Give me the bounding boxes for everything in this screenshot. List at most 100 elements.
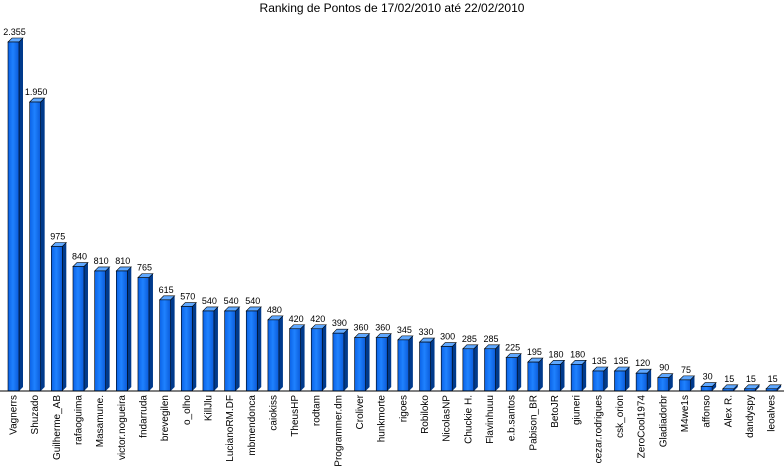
chart-title: Ranking de Pontos de 17/02/2010 até 22/0…: [259, 1, 525, 15]
bar: [375, 333, 392, 392]
bar-side: [603, 366, 608, 391]
bar-front: [202, 310, 215, 392]
category-label: fndarruda: [138, 395, 149, 438]
bar-front: [657, 377, 670, 392]
data-label: 15: [768, 374, 778, 384]
bar: [635, 368, 652, 392]
bar-side: [213, 306, 218, 391]
bar-side: [365, 333, 370, 391]
data-label: 180: [570, 349, 585, 359]
category-label: Chuckie H.: [463, 395, 474, 444]
bar-front: [7, 41, 20, 392]
bar-front: [527, 361, 540, 392]
bar-side: [257, 306, 262, 391]
bar: [592, 366, 609, 392]
data-label: 285: [484, 334, 499, 344]
bar: [505, 353, 522, 392]
category-label: TheusHP: [290, 395, 301, 437]
bar-front: [614, 370, 626, 392]
data-label: 480: [267, 305, 282, 315]
data-label: 420: [310, 314, 325, 324]
bar-side: [19, 38, 23, 391]
data-label: 810: [115, 256, 130, 266]
bar: [28, 97, 46, 392]
bar: [462, 344, 479, 392]
bar-front: [484, 348, 496, 392]
bar-front: [419, 341, 431, 392]
bar: [7, 37, 24, 392]
bar-side: [430, 338, 435, 391]
data-label: 90: [659, 363, 669, 373]
bar-side: [777, 384, 782, 391]
category-label: victor.nogueira: [117, 395, 128, 460]
category-label: brevegilen: [160, 395, 171, 441]
category-label: o_olho: [182, 395, 193, 425]
data-label: 285: [462, 334, 477, 344]
data-label: 225: [505, 343, 520, 353]
bar-front: [245, 310, 258, 392]
bar-front: [94, 270, 106, 392]
bar: [483, 344, 501, 392]
bar: [93, 266, 111, 392]
category-label: Guilherme_AB: [52, 395, 63, 460]
bar-front: [159, 299, 171, 392]
category-label: leoalves: [767, 395, 778, 432]
bar-side: [83, 262, 88, 391]
category-label: LucianoRM.DF: [225, 395, 236, 462]
bar: [158, 295, 176, 392]
bar-side: [668, 373, 673, 391]
data-label: 840: [72, 252, 87, 262]
data-label: 15: [746, 374, 756, 384]
data-label: 540: [202, 296, 217, 306]
bar-front: [679, 379, 691, 392]
bar-front: [505, 357, 518, 392]
data-label: 120: [635, 358, 650, 368]
bar-side: [235, 306, 240, 391]
bar-side: [755, 384, 760, 391]
category-label: Alex R.: [723, 395, 734, 427]
category-label: Croliver: [355, 394, 366, 429]
bar-front: [375, 337, 388, 392]
category-label: BetoJR: [550, 395, 561, 428]
data-label: 330: [419, 327, 434, 337]
category-label: M4we1s: [680, 395, 691, 432]
category-label: affonso: [702, 395, 713, 428]
bar-front: [354, 337, 366, 392]
bar-front: [310, 328, 323, 392]
category-label: dandyspy: [745, 395, 756, 438]
bar-side: [712, 382, 717, 391]
data-label: 2.355: [3, 27, 26, 37]
category-label: Robiloko: [420, 395, 431, 434]
bar-side: [322, 324, 327, 391]
bar: [613, 366, 631, 392]
bar-front: [137, 277, 150, 392]
bar-side: [105, 266, 110, 391]
data-label: 15: [724, 374, 734, 384]
bar: [137, 273, 154, 392]
data-label: 360: [354, 323, 369, 333]
bar-front: [224, 310, 236, 392]
bar-side: [647, 369, 652, 391]
bar: [700, 382, 717, 392]
category-label: NicolasNP: [442, 395, 453, 442]
data-label: 135: [592, 356, 607, 366]
category-label: cezar.rodrigues: [593, 395, 604, 463]
data-label: 195: [527, 347, 542, 357]
bar: [115, 266, 133, 392]
bar-side: [495, 344, 500, 391]
category-label: e.b.santos: [507, 395, 518, 441]
bar-front: [549, 364, 561, 392]
category-labels-layer: Vagnerrs Shuzado Guilherme_AB rafaoguima Mas…: [9, 394, 778, 466]
data-label: 300: [440, 332, 455, 342]
bar: [288, 324, 306, 392]
bar: [418, 337, 436, 392]
bar-front: [51, 246, 63, 392]
bar-front: [462, 348, 475, 392]
bar: [657, 373, 674, 392]
bar-front: [29, 101, 41, 392]
data-label: 420: [289, 314, 304, 324]
category-label: rodtam: [312, 395, 323, 426]
category-label: Vagnerrs: [9, 395, 20, 435]
bar-side: [473, 344, 478, 391]
data-label: 1.950: [25, 87, 48, 97]
